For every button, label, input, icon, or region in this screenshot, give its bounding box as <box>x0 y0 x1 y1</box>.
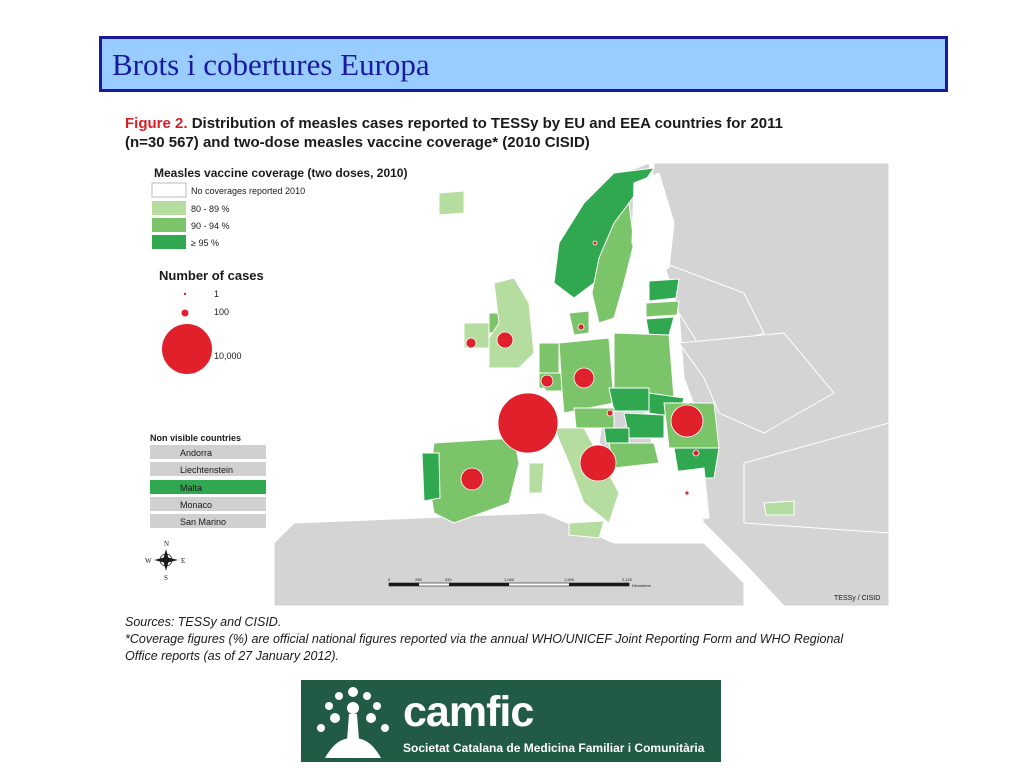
cases-france <box>497 392 559 454</box>
country-cyprus <box>763 500 795 516</box>
country-sweden <box>591 201 635 324</box>
cases-romania <box>670 404 704 438</box>
country-hungary <box>623 412 665 439</box>
scale-label-2120: 2,120 <box>622 577 633 582</box>
country-denmark <box>568 310 590 336</box>
ukraine <box>678 332 835 434</box>
scale-label-1060: 1,060 <box>504 577 515 582</box>
map-credit: TESSy / CISID <box>834 595 880 602</box>
non-visible-malta <box>150 480 266 494</box>
country-finland <box>631 172 675 274</box>
legend-bubble-10000 <box>162 324 212 374</box>
figure-caption-line2: (n=30 567) and two-dose measles vaccine … <box>125 134 590 151</box>
non-visible-label-andorra: Andorra <box>180 448 212 458</box>
country-sicily <box>568 520 605 539</box>
non-visible-monaco <box>150 497 266 511</box>
non-visible-liechtenstein <box>150 462 266 476</box>
cases-belgium <box>540 374 554 388</box>
tree-people-logo-icon <box>317 687 389 758</box>
europe-measles-map: Measles vaccine coverage (two doses, 201… <box>144 163 889 606</box>
legend-coverage-items: No coverages reported 2010 80 - 89 % 90 … <box>151 182 305 249</box>
country-portugal <box>421 452 441 502</box>
cases-italy <box>579 444 617 482</box>
legend-label-none: No coverages reported 2010 <box>191 186 305 196</box>
cases-greece <box>684 490 690 496</box>
cases-denmark <box>577 323 585 331</box>
legend-swatch-90-94 <box>152 218 186 232</box>
figure-caption: Figure 2. Distribution of measles cases … <box>125 114 885 152</box>
compass-e: E <box>181 557 185 565</box>
non-visible-label-san-marino: San Marino <box>180 517 226 527</box>
country-sardinia <box>528 462 545 494</box>
compass-w: W <box>145 557 152 565</box>
cases-spain <box>460 467 484 491</box>
country-croatia-region <box>608 442 660 469</box>
country-latvia <box>645 300 680 318</box>
country-netherlands <box>538 342 560 374</box>
compass-s: S <box>164 574 168 582</box>
camfic-logo: camfic Societat Catalana de Medicina Fam… <box>301 680 721 762</box>
map-canvas: Measles vaccine coverage (two doses, 201… <box>144 163 889 606</box>
non-visible-label-malta: Malta <box>180 483 202 493</box>
legend-cases-title: Number of cases <box>159 268 264 283</box>
scale-label-530: 530 <box>445 577 452 582</box>
cases-bulgaria <box>692 449 700 457</box>
legend-label-80-89: 80 - 89 % <box>191 204 230 214</box>
country-iceland <box>438 190 465 216</box>
scale-label-1590: 1,590 <box>564 577 575 582</box>
legend-bubble-100 <box>181 309 189 317</box>
non-visible-label-liechtenstein: Liechtenstein <box>180 465 233 475</box>
legend-bubble-label-1: 1 <box>214 289 219 299</box>
slide-title-bar: Brots i cobertures Europa <box>99 36 948 92</box>
figure-number: Figure 2. <box>125 115 188 132</box>
legend-bubble-label-100: 100 <box>214 307 229 317</box>
scale-label-0: 0 <box>388 577 391 582</box>
legend-label-90-94: 90 - 94 % <box>191 221 230 231</box>
country-lithuania <box>645 316 675 336</box>
country-estonia <box>648 278 680 302</box>
cases-austria <box>606 409 614 417</box>
cases-sweden <box>592 240 598 246</box>
logo-name: camfic <box>403 688 534 736</box>
figure-caption-line1: Distribution of measles cases reported t… <box>191 115 783 132</box>
non-visible-title: Non visible countries <box>150 433 241 443</box>
legend-swatch-80-89 <box>152 201 186 215</box>
cases-germany <box>573 367 595 389</box>
legend-label-95: ≥ 95 % <box>191 238 219 248</box>
compass-n: N <box>164 540 169 548</box>
country-slovenia <box>603 427 630 444</box>
scale-bar: 0 265 530 1,060 1,590 2,120 Kilometers <box>388 577 651 588</box>
non-visible-items: Andorra Liechtenstein Malta Monaco San M… <box>150 445 266 528</box>
sources-line3: Office reports (as of 27 January 2012). <box>125 649 339 663</box>
sources-line2: *Coverage figures (%) are official natio… <box>125 632 844 646</box>
compass-rose-icon: N S E W <box>145 540 185 582</box>
non-visible-label-monaco: Monaco <box>180 500 212 510</box>
cases-ireland <box>465 337 477 349</box>
legend-swatch-95 <box>152 235 186 249</box>
legend-swatch-none <box>151 182 187 198</box>
non-visible-andorra <box>150 445 266 459</box>
legend-coverage-title: Measles vaccine coverage (two doses, 201… <box>154 166 407 180</box>
cases-uk <box>496 331 514 349</box>
legend-bubble-label-10000: 10,000 <box>214 351 242 361</box>
legend-bubble-1 <box>183 292 187 296</box>
legend-cases-items: 1 100 10,000 <box>162 289 242 374</box>
non-visible-san-marino <box>150 514 266 528</box>
slide-title: Brots i cobertures Europa <box>112 47 430 82</box>
country-czech <box>608 387 650 412</box>
sources-note: Sources: TESSy and CISID. *Coverage figu… <box>125 614 915 665</box>
logo-subtitle: Societat Catalana de Medicina Familiar i… <box>403 741 705 755</box>
sources-line1: Sources: TESSy and CISID. <box>125 615 282 629</box>
scale-label-265: 265 <box>415 577 422 582</box>
scale-unit: Kilometers <box>632 583 651 588</box>
country-greece <box>663 467 710 524</box>
